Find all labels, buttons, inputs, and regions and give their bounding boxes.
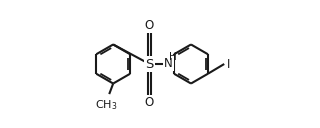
Text: CH$_3$: CH$_3$	[95, 98, 118, 112]
Text: O: O	[145, 96, 154, 109]
Text: H: H	[169, 52, 177, 62]
Text: N: N	[164, 57, 173, 70]
Text: O: O	[145, 19, 154, 32]
Text: I: I	[227, 57, 230, 71]
Text: S: S	[145, 57, 154, 71]
